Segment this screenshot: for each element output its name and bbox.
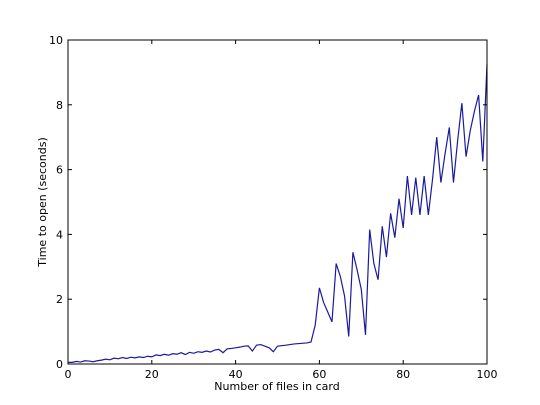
y-tick-label: 0 — [56, 358, 63, 371]
x-tick-label: 0 — [65, 368, 72, 381]
y-tick-label: 10 — [49, 34, 63, 47]
y-tick-label: 8 — [56, 99, 63, 112]
x-tick-label: 20 — [145, 368, 159, 381]
y-tick-label: 6 — [56, 164, 63, 177]
x-axis-label: Number of files in card — [214, 380, 339, 393]
x-tick-label: 80 — [396, 368, 410, 381]
y-axis-label: Time to open (seconds) — [36, 137, 49, 267]
x-tick-label: 60 — [312, 368, 326, 381]
plot-frame — [67, 39, 488, 365]
y-tick-label: 2 — [56, 293, 63, 306]
x-tick-label: 100 — [477, 368, 498, 381]
y-tick-label: 4 — [56, 228, 63, 241]
x-tick-label: 40 — [229, 368, 243, 381]
data-line — [68, 64, 488, 363]
